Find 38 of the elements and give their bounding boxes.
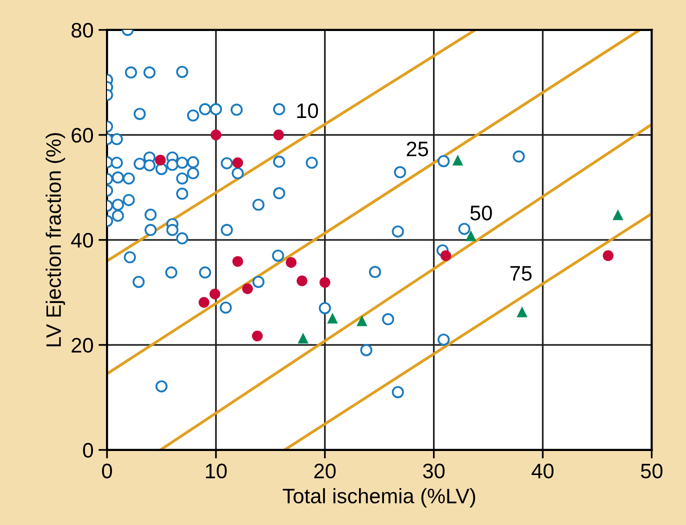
point <box>209 288 220 300</box>
x-tick-label: 30 <box>423 464 445 478</box>
series-label: 25 <box>406 142 428 156</box>
y-tick-label: 0 <box>83 442 94 458</box>
series-label: 10 <box>297 103 318 118</box>
point <box>252 330 263 342</box>
x-tick-label: 40 <box>532 464 554 478</box>
point <box>210 130 222 140</box>
y-tick-label: 40 <box>71 232 94 248</box>
point <box>320 277 330 288</box>
x-tick-label: 10 <box>206 464 227 478</box>
point <box>232 157 244 168</box>
series-label: 50 <box>470 206 492 220</box>
point <box>452 154 464 166</box>
point <box>327 312 338 324</box>
point <box>356 315 368 326</box>
x-axis-title: Total ischemia (%LV) <box>282 488 476 508</box>
point <box>516 306 528 318</box>
point <box>465 230 476 242</box>
point <box>242 283 253 294</box>
series-label: 75 <box>510 266 532 281</box>
point <box>602 250 614 262</box>
point <box>612 209 624 220</box>
point <box>198 297 210 308</box>
point <box>296 275 308 286</box>
y-axis-title: LV Ejection fraction (%) <box>46 133 66 346</box>
point <box>286 257 296 268</box>
point <box>298 332 308 344</box>
point <box>155 154 166 166</box>
x-tick-label: 20 <box>314 464 336 478</box>
x-tick-label: 0 <box>102 464 112 478</box>
y-tick-label: 20 <box>72 338 94 353</box>
x-tick-label: 50 <box>640 464 662 478</box>
point <box>440 250 452 262</box>
y-tick-label: 80 <box>72 22 94 38</box>
y-tick-label: 60 <box>72 128 94 143</box>
point <box>232 256 244 267</box>
point <box>273 130 284 140</box>
